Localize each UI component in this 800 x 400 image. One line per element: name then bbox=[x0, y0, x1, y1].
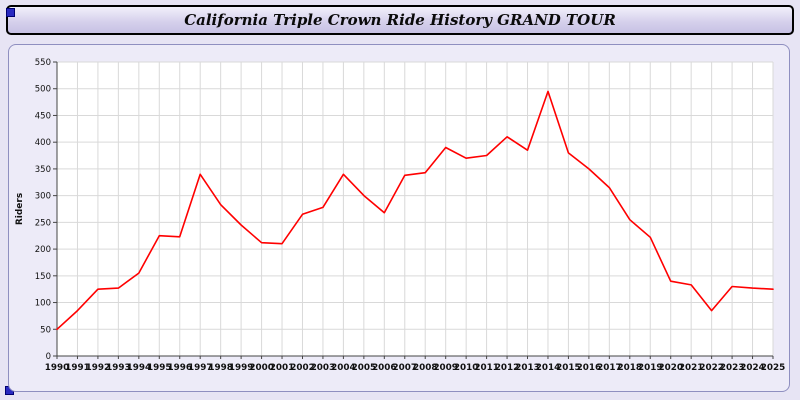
svg-text:2006: 2006 bbox=[372, 363, 396, 373]
svg-text:400: 400 bbox=[35, 138, 51, 148]
svg-text:1993: 1993 bbox=[106, 363, 130, 373]
svg-text:2012: 2012 bbox=[495, 363, 519, 373]
svg-text:1991: 1991 bbox=[65, 363, 89, 373]
svg-text:2001: 2001 bbox=[270, 363, 294, 373]
svg-text:2000: 2000 bbox=[249, 363, 273, 373]
svg-text:2022: 2022 bbox=[699, 363, 723, 373]
svg-text:2021: 2021 bbox=[679, 363, 703, 373]
svg-text:0: 0 bbox=[46, 352, 51, 362]
svg-text:500: 500 bbox=[35, 85, 51, 95]
svg-text:1999: 1999 bbox=[229, 363, 253, 373]
svg-text:1998: 1998 bbox=[208, 363, 232, 373]
svg-text:2014: 2014 bbox=[536, 363, 560, 373]
blue-square-icon bbox=[6, 8, 15, 17]
svg-text:2025: 2025 bbox=[761, 363, 785, 373]
svg-text:2002: 2002 bbox=[290, 363, 314, 373]
svg-text:1990: 1990 bbox=[45, 363, 69, 373]
svg-text:2013: 2013 bbox=[515, 363, 539, 373]
svg-text:2015: 2015 bbox=[556, 363, 580, 373]
svg-text:2017: 2017 bbox=[597, 363, 621, 373]
svg-text:2023: 2023 bbox=[720, 363, 744, 373]
title-bar: California Triple Crown Ride History GRA… bbox=[6, 5, 794, 35]
svg-text:Riders: Riders bbox=[15, 193, 25, 225]
svg-text:1994: 1994 bbox=[127, 363, 151, 373]
svg-text:1992: 1992 bbox=[86, 363, 110, 373]
svg-text:550: 550 bbox=[35, 58, 51, 68]
svg-text:2024: 2024 bbox=[740, 363, 764, 373]
svg-text:2018: 2018 bbox=[618, 363, 642, 373]
svg-text:2003: 2003 bbox=[311, 363, 335, 373]
svg-text:2007: 2007 bbox=[393, 363, 417, 373]
svg-text:250: 250 bbox=[35, 218, 51, 228]
svg-text:2005: 2005 bbox=[352, 363, 376, 373]
svg-text:350: 350 bbox=[35, 165, 51, 175]
svg-text:100: 100 bbox=[35, 299, 51, 309]
svg-text:2016: 2016 bbox=[577, 363, 601, 373]
svg-text:50: 50 bbox=[40, 325, 51, 335]
svg-text:2010: 2010 bbox=[454, 363, 478, 373]
svg-text:450: 450 bbox=[35, 111, 51, 121]
svg-text:2008: 2008 bbox=[413, 363, 437, 373]
svg-text:1997: 1997 bbox=[188, 363, 212, 373]
svg-text:200: 200 bbox=[35, 245, 51, 255]
svg-text:2004: 2004 bbox=[331, 363, 355, 373]
svg-text:2020: 2020 bbox=[658, 363, 682, 373]
page-title: California Triple Crown Ride History GRA… bbox=[184, 11, 616, 29]
svg-text:150: 150 bbox=[35, 272, 51, 282]
svg-text:1996: 1996 bbox=[168, 363, 192, 373]
chart-svg: 0501001502002503003504004505005501990199… bbox=[15, 58, 785, 373]
svg-text:300: 300 bbox=[35, 192, 51, 202]
svg-text:1995: 1995 bbox=[147, 363, 171, 373]
svg-text:2011: 2011 bbox=[474, 363, 498, 373]
chart-panel: 0 50 100 150 200 250 300 350 400 450 500 550 1990 199… bbox=[8, 44, 790, 392]
svg-text:2009: 2009 bbox=[433, 363, 457, 373]
svg-text:2019: 2019 bbox=[638, 363, 662, 373]
